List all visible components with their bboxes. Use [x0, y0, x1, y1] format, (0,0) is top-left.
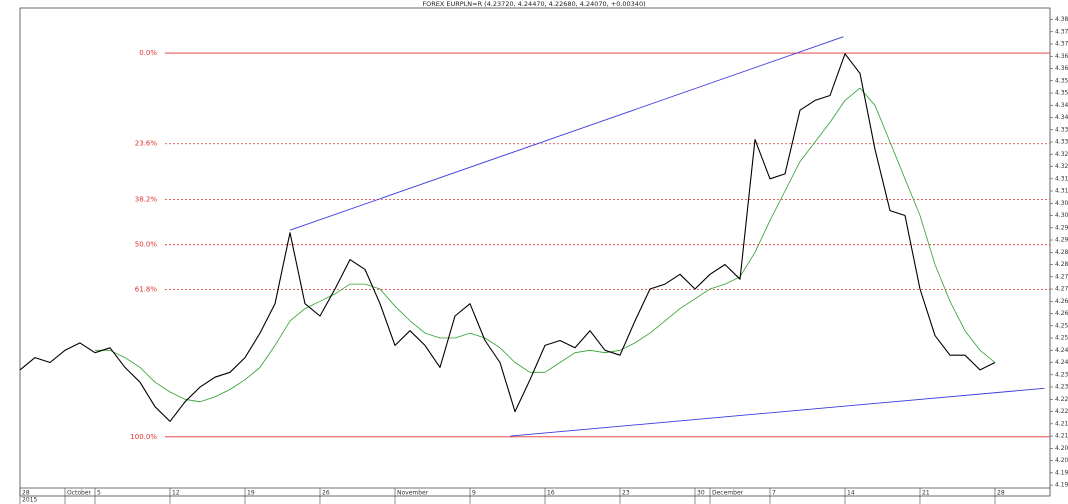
y-tick-label: 4.340 [1055, 114, 1068, 121]
x-tick-label: 28 [997, 490, 1005, 497]
y-tick-label: 4.330 [1055, 139, 1068, 146]
fib-label: 100.0% [130, 433, 157, 441]
x-period-label: 2015 [22, 497, 37, 504]
y-tick-label: 4.325 [1055, 151, 1068, 158]
y-tick-label: 4.270 [1055, 286, 1068, 293]
y-tick-label: 4.250 [1055, 335, 1068, 342]
y-tick-label: 4.360 [1055, 65, 1068, 72]
trendline [289, 36, 844, 231]
y-tick-label: 4.285 [1055, 249, 1068, 256]
plot-frame [19, 7, 1051, 497]
y-tick-label: 4.345 [1055, 102, 1068, 109]
chart-title: FOREX EURPLN=R (4.23720, 4.24470, 4.2268… [422, 0, 645, 8]
y-tick-label: 4.275 [1055, 273, 1068, 280]
x-period-label: October [67, 490, 92, 497]
x-tick-label: 7 [772, 490, 776, 497]
x-period-label: November [397, 490, 429, 497]
y-tick-label: 4.210 [1055, 433, 1068, 440]
y-tick-label: 4.355 [1055, 77, 1068, 84]
x-tick-label: 28 [22, 490, 30, 497]
fib-label: 38.2% [135, 196, 158, 204]
fib-label: 50.0% [135, 241, 158, 249]
y-tick-label: 4.220 [1055, 408, 1068, 415]
x-tick-label: 21 [922, 490, 930, 497]
trendline [510, 387, 1045, 437]
y-tick-label: 4.365 [1055, 53, 1068, 60]
x-tick-label: 16 [547, 490, 555, 497]
y-tick-label: 4.305 [1055, 200, 1068, 207]
x-tick-label: 12 [172, 490, 180, 497]
y-tick-label: 4.335 [1055, 126, 1068, 133]
y-tick-label: 4.295 [1055, 224, 1068, 231]
y-tick-label: 4.315 [1055, 175, 1068, 182]
y-tick-label: 4.350 [1055, 90, 1068, 97]
moving-average-line [95, 87, 996, 403]
x-tick-label: 26 [322, 490, 330, 497]
y-tick-label: 4.190 [1055, 482, 1068, 489]
y-tick-label: 4.310 [1055, 188, 1068, 195]
y-tick-label: 4.280 [1055, 261, 1068, 268]
fib-label: 23.6% [135, 140, 158, 148]
fib-label: 61.8% [135, 286, 158, 294]
y-tick-label: 4.200 [1055, 457, 1068, 464]
y-tick-label: 4.205 [1055, 445, 1068, 452]
y-tick-label: 4.260 [1055, 310, 1068, 317]
y-tick-label: 4.230 [1055, 384, 1068, 391]
y-tick-label: 4.235 [1055, 371, 1068, 378]
y-tick-label: 4.290 [1055, 237, 1068, 244]
x-tick-label: 14 [847, 490, 855, 497]
y-tick-label: 4.380 [1055, 16, 1068, 23]
y-tick-label: 4.240 [1055, 359, 1068, 366]
x-tick-label: 5 [97, 490, 101, 497]
x-tick-label: 9 [472, 490, 476, 497]
fib-label: 0.0% [139, 49, 157, 57]
x-tick-label: 19 [247, 490, 255, 497]
y-tick-label: 4.225 [1055, 396, 1068, 403]
y-tick-label: 4.255 [1055, 322, 1068, 329]
x-tick-label: 23 [622, 490, 630, 497]
x-period-label: December [712, 490, 744, 497]
y-tick-label: 4.265 [1055, 298, 1068, 305]
y-tick-label: 4.195 [1055, 469, 1068, 476]
y-tick-label: 4.245 [1055, 347, 1068, 354]
y-tick-label: 4.370 [1055, 41, 1068, 48]
y-tick-label: 4.375 [1055, 28, 1068, 35]
y-tick-label: 4.215 [1055, 420, 1068, 427]
x-tick-label: 30 [697, 490, 705, 497]
price-line [19, 53, 996, 422]
y-tick-label: 4.320 [1055, 163, 1068, 170]
y-tick-label: 4.300 [1055, 212, 1068, 219]
